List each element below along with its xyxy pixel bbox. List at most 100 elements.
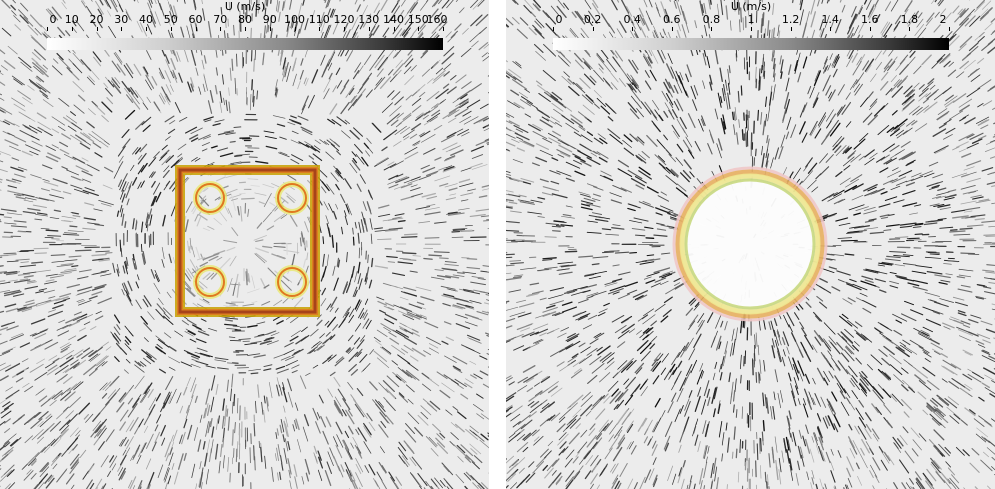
streamline (66, 284, 81, 289)
streamline (288, 469, 291, 479)
streamline (654, 303, 666, 312)
streamline (236, 153, 250, 156)
streamline (572, 153, 581, 159)
streamline (930, 463, 939, 474)
streamline (463, 116, 479, 125)
streamline (35, 62, 48, 73)
streamline (4, 402, 14, 411)
streamline (896, 130, 908, 139)
streamline (354, 143, 363, 154)
streamline (514, 423, 526, 433)
streamline (408, 303, 422, 309)
streamline (819, 478, 824, 489)
streamline (4, 433, 17, 444)
streamline (844, 146, 852, 154)
streamline (320, 415, 326, 428)
streamline (663, 435, 671, 450)
streamline (49, 399, 57, 407)
streamline (100, 269, 110, 273)
streamline (124, 439, 129, 447)
streamline (59, 357, 74, 368)
streamline (207, 21, 212, 38)
streamline (822, 58, 828, 70)
streamline (646, 134, 658, 147)
streamline (327, 51, 336, 67)
streamline (30, 34, 40, 44)
streamline (19, 264, 37, 268)
streamline (355, 153, 365, 165)
streamline (318, 456, 324, 469)
streamline (420, 130, 431, 138)
streamline (2, 120, 10, 126)
streamline (360, 335, 366, 342)
streamline (961, 216, 971, 219)
streamline (95, 478, 103, 489)
streamline (31, 36, 38, 43)
streamline (772, 63, 776, 78)
streamline (157, 0, 162, 11)
streamline (970, 194, 982, 198)
streamline (428, 106, 439, 114)
streamline (398, 441, 407, 452)
streamline (914, 204, 922, 207)
streamline (460, 444, 474, 457)
streamline (944, 95, 958, 106)
streamline (592, 437, 603, 450)
streamline (584, 0, 592, 10)
streamline (60, 391, 72, 401)
streamline (534, 28, 545, 39)
streamline (825, 451, 831, 464)
streamline (199, 186, 209, 194)
streamline (137, 181, 142, 190)
streamline (163, 165, 170, 173)
streamline (434, 175, 451, 182)
streamline (482, 383, 489, 389)
streamline (399, 29, 406, 37)
streamline (329, 103, 338, 115)
streamline (138, 418, 144, 428)
streamline (537, 268, 550, 271)
streamline (273, 213, 286, 223)
streamline (409, 457, 417, 467)
streamline (774, 339, 779, 353)
streamline (121, 80, 131, 93)
streamline (901, 482, 907, 489)
streamline (163, 312, 170, 319)
streamline (291, 370, 298, 374)
streamline (169, 447, 173, 455)
streamline (968, 331, 979, 337)
streamline (302, 258, 307, 268)
streamline (375, 10, 380, 17)
streamline (445, 165, 453, 169)
streamline (303, 77, 307, 85)
streamline (92, 142, 102, 149)
streamline (58, 97, 70, 107)
streamline (635, 184, 645, 190)
streamline (47, 8, 58, 21)
streamline (402, 314, 415, 321)
streamline (609, 390, 622, 404)
streamline (934, 350, 941, 355)
streamline (276, 377, 280, 388)
streamline (114, 356, 120, 363)
streamline (153, 282, 161, 294)
streamline (68, 396, 81, 408)
streamline (825, 154, 834, 163)
streamline (970, 214, 986, 218)
streamline (926, 402, 937, 412)
streamline (392, 329, 406, 338)
streamline (165, 154, 175, 164)
streamline (121, 288, 125, 296)
streamline (676, 0, 682, 16)
streamline (127, 479, 133, 489)
streamline (68, 320, 81, 327)
streamline (970, 68, 978, 76)
streamline (452, 406, 459, 411)
streamline (116, 63, 126, 76)
streamline (98, 427, 107, 439)
streamline (94, 152, 103, 158)
streamline (506, 17, 514, 26)
streamline (201, 59, 205, 70)
streamline (382, 27, 390, 37)
streamline (764, 394, 767, 409)
